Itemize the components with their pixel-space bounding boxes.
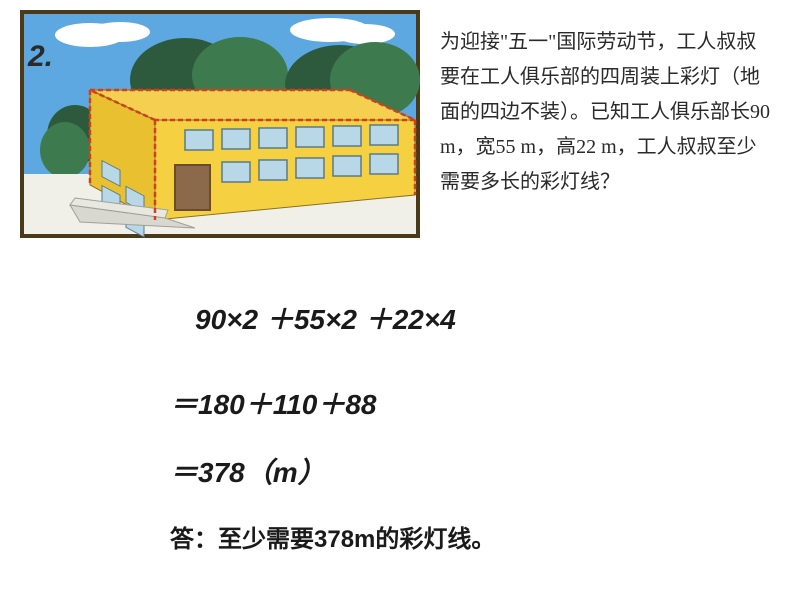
calculation-area: 90×2 ＋55×2 ＋22×4 ＝180＋110＋88 ＝378（m） 答：至… <box>0 238 794 554</box>
calculation-result: ＝378（m） <box>170 451 794 491</box>
building-illustration <box>20 10 420 238</box>
calculation-step: ＝180＋110＋88 <box>170 383 794 423</box>
question-number: 2. <box>28 40 53 74</box>
top-section: 2. <box>0 0 794 238</box>
calculation-expression: 90×2 ＋55×2 ＋22×4 <box>195 298 794 338</box>
problem-text: 为迎接"五一"国际劳动节，工人叔叔要在工人俱乐部的四周装上彩灯（地面的四边不装）… <box>440 10 774 238</box>
answer-text: 答：至少需要378m的彩灯线。 <box>170 519 794 554</box>
illustration-container: 2. <box>20 10 420 238</box>
